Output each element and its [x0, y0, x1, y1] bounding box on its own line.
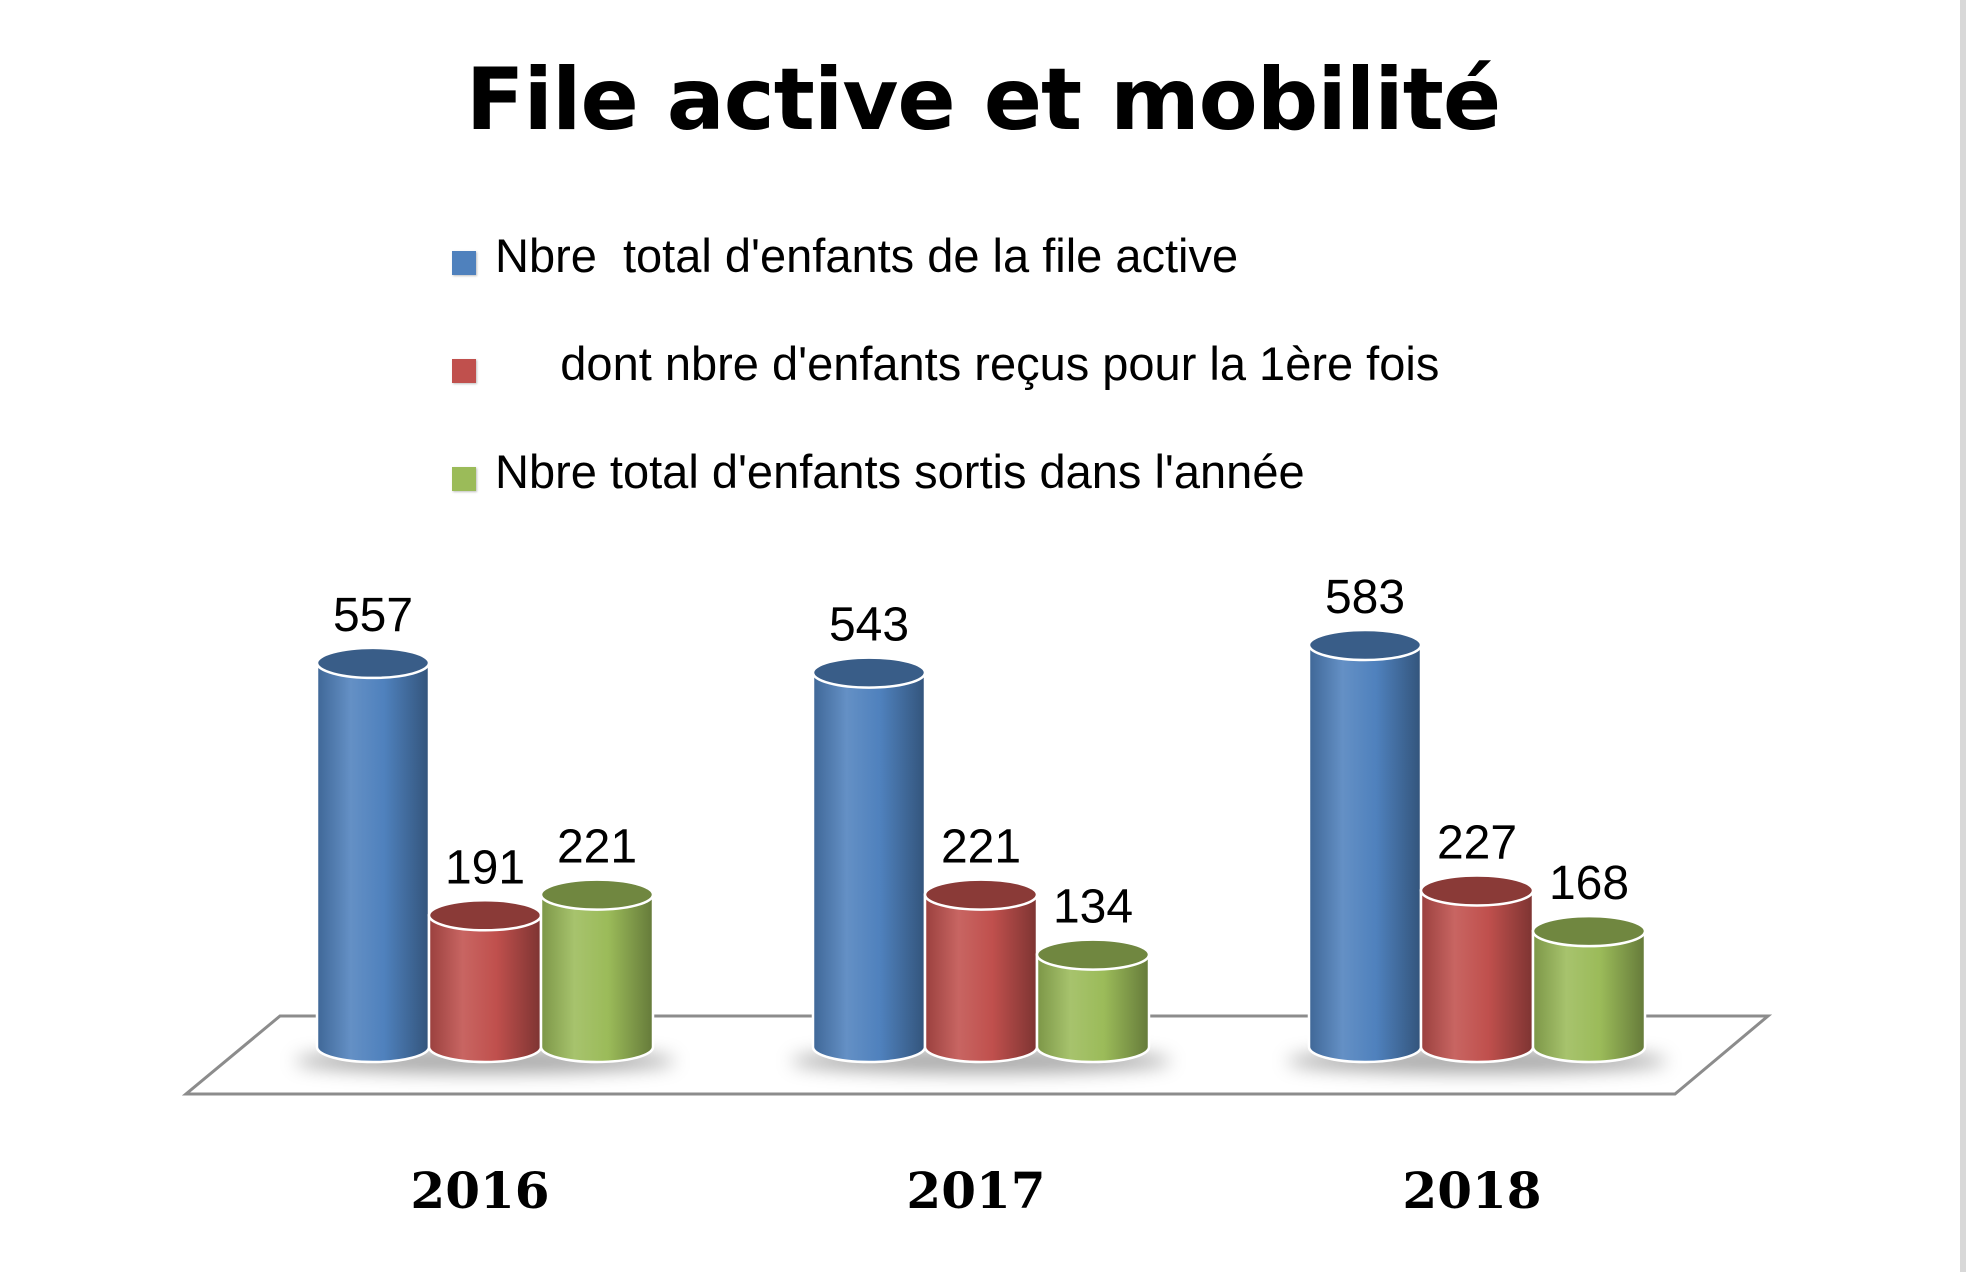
bar — [811, 656, 927, 1064]
bar — [1035, 938, 1151, 1064]
bar — [923, 878, 1039, 1064]
bar-group — [315, 628, 1647, 1064]
bar — [1419, 874, 1535, 1064]
bar — [427, 899, 543, 1064]
x-axis: 2016 2017 2018 — [410, 1161, 1541, 1220]
x-tick-label: 2016 — [410, 1161, 549, 1220]
data-label: 134 — [1053, 881, 1133, 934]
chart-title: File active et mobilité — [465, 50, 1501, 150]
right-border — [1960, 0, 1966, 1272]
data-label: 221 — [941, 821, 1021, 874]
data-label: 543 — [829, 599, 909, 652]
legend-swatch-icon — [452, 467, 476, 491]
bar — [1307, 628, 1423, 1064]
data-label: 583 — [1325, 571, 1405, 624]
data-label: 227 — [1437, 816, 1517, 869]
data-label: 191 — [445, 841, 525, 894]
legend-swatch-icon — [452, 359, 476, 383]
legend-label: Nbre total d'enfants sortis dans l'année — [495, 445, 1305, 498]
bar — [315, 646, 431, 1064]
x-tick-label: 2018 — [1402, 1161, 1541, 1220]
legend-swatch-icon — [452, 251, 476, 275]
data-label: 221 — [557, 821, 637, 874]
value-labels: 557 191 221 543 221 134 583 227 168 — [333, 571, 1629, 934]
data-label: 168 — [1549, 857, 1629, 910]
x-tick-label: 2017 — [906, 1161, 1045, 1220]
legend-label: dont nbre d'enfants reçus pour la 1ère f… — [495, 337, 1440, 390]
bar — [539, 878, 655, 1064]
bar — [1531, 914, 1647, 1064]
legend-label: Nbre total d'enfants de la file active — [495, 229, 1239, 282]
data-label: 557 — [333, 589, 413, 642]
